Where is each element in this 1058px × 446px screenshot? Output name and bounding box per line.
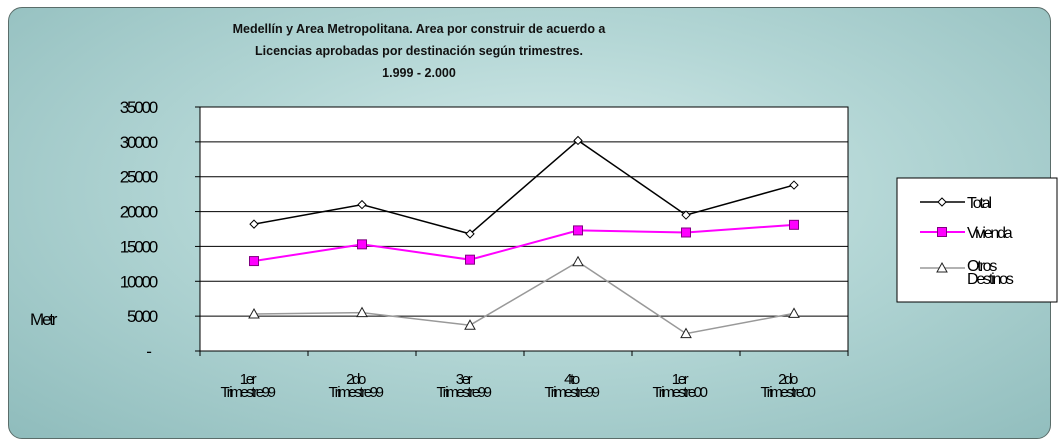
y-tick-label: 10000 xyxy=(120,272,158,291)
data-point xyxy=(681,227,691,238)
data-point xyxy=(465,254,475,265)
data-point xyxy=(357,199,367,210)
legend-marker xyxy=(936,261,948,273)
x-tick-label-top: 2do xyxy=(346,371,366,388)
data-point xyxy=(249,256,259,267)
legend-label: Otros xyxy=(967,258,997,275)
data-point xyxy=(573,135,583,146)
y-axis-label: Metr xyxy=(30,310,58,329)
x-tick-label-bottom: Trimestre99 xyxy=(328,384,383,401)
legend-box xyxy=(896,177,1058,303)
chart-title-line-1: Medellín y Area Metropolitana. Area por … xyxy=(232,22,606,36)
y-tick-label: 35000 xyxy=(120,98,158,117)
data-point xyxy=(573,225,583,236)
x-tick-label-top: 1er xyxy=(672,371,689,388)
legend-label: Destinos xyxy=(967,271,1014,288)
data-point xyxy=(572,255,584,267)
y-tick-label: 20000 xyxy=(120,203,158,222)
x-tick-label-bottom: Trimestre99 xyxy=(544,384,599,401)
data-point xyxy=(357,239,367,250)
data-point xyxy=(680,327,692,339)
data-point xyxy=(464,319,476,330)
y-tick-label: 25000 xyxy=(120,168,158,187)
series-line xyxy=(253,139,795,235)
series-total xyxy=(249,135,799,239)
legend-label: Vivienda xyxy=(967,225,1013,242)
x-tick-label-bottom: Trimestre99 xyxy=(436,384,491,401)
series-otros-destinos xyxy=(248,255,800,339)
data-point xyxy=(465,229,475,239)
y-tick-label: - xyxy=(146,342,151,361)
chart-title-line-2: Licencias aprobadas por destinación segú… xyxy=(255,44,583,58)
plot-area xyxy=(199,106,849,352)
legend-label: Total xyxy=(967,195,991,212)
x-tick-label-bottom: Trimestre99 xyxy=(220,384,275,401)
x-tick-label-top: 4to xyxy=(564,371,580,388)
y-tick-label: 30000 xyxy=(120,133,158,152)
chart-title-line-3: 1.999 - 2.000 xyxy=(382,66,456,80)
data-point xyxy=(249,219,259,229)
y-tick-label: 5000 xyxy=(127,307,158,326)
chart-title: Medellín y Area Metropolitana. Area por … xyxy=(159,18,679,84)
x-tick-label-bottom: Trimestre00 xyxy=(760,384,815,401)
x-tick-label-top: 1er xyxy=(240,371,257,388)
series-line xyxy=(253,223,795,263)
data-point xyxy=(789,219,799,230)
y-tick-label: 15000 xyxy=(120,237,158,256)
legend-marker xyxy=(937,197,947,207)
data-point xyxy=(248,308,260,319)
data-point xyxy=(789,180,799,190)
x-tick-label-top: 2do xyxy=(778,371,798,388)
legend-marker xyxy=(937,227,947,237)
data-point xyxy=(681,210,691,220)
data-point xyxy=(788,307,800,318)
series-vivienda xyxy=(249,219,799,267)
series-line xyxy=(253,260,795,335)
x-tick-label-top: 3er xyxy=(456,371,473,388)
data-point xyxy=(356,306,368,318)
x-tick-label-bottom: Trimestre00 xyxy=(652,384,707,401)
